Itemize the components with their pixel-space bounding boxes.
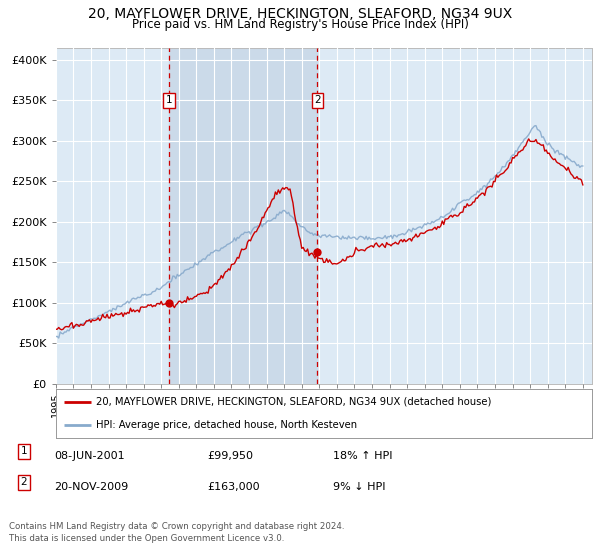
Text: 1: 1	[166, 95, 172, 105]
Text: £163,000: £163,000	[207, 482, 260, 492]
Text: 08-JUN-2001: 08-JUN-2001	[54, 451, 125, 461]
Text: 9% ↓ HPI: 9% ↓ HPI	[333, 482, 386, 492]
Text: 20-NOV-2009: 20-NOV-2009	[54, 482, 128, 492]
Bar	[169, 48, 317, 384]
Text: 2: 2	[314, 95, 320, 105]
Text: £99,950: £99,950	[207, 451, 253, 461]
Text: 20, MAYFLOWER DRIVE, HECKINGTON, SLEAFORD, NG34 9UX (detached house): 20, MAYFLOWER DRIVE, HECKINGTON, SLEAFOR…	[96, 397, 491, 407]
Text: 2: 2	[20, 477, 28, 487]
Text: 20, MAYFLOWER DRIVE, HECKINGTON, SLEAFORD, NG34 9UX: 20, MAYFLOWER DRIVE, HECKINGTON, SLEAFOR…	[88, 7, 512, 21]
Text: Price paid vs. HM Land Registry's House Price Index (HPI): Price paid vs. HM Land Registry's House …	[131, 18, 469, 31]
Text: 1: 1	[20, 446, 28, 456]
Text: 18% ↑ HPI: 18% ↑ HPI	[333, 451, 392, 461]
Text: HPI: Average price, detached house, North Kesteven: HPI: Average price, detached house, Nort…	[96, 419, 357, 430]
Text: Contains HM Land Registry data © Crown copyright and database right 2024.
This d: Contains HM Land Registry data © Crown c…	[9, 522, 344, 543]
